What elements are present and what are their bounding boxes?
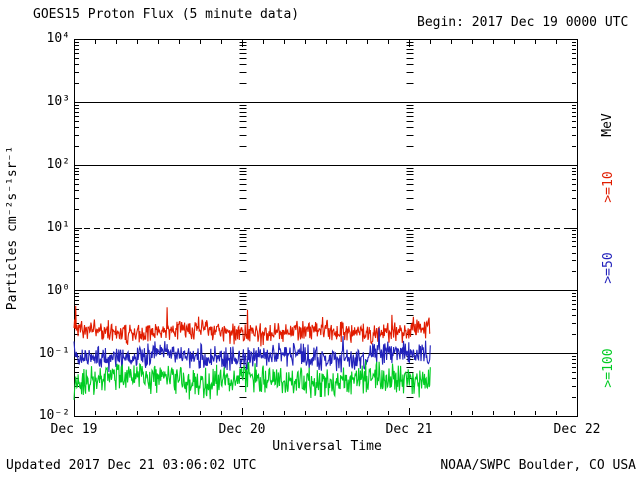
legend-ge100-mev: >=100 <box>601 348 616 388</box>
unit-label-mev: MeV <box>600 113 615 137</box>
y-axis-label: Particles cm⁻²s⁻¹sr⁻¹ <box>5 145 20 311</box>
y-tick-1e4: 10⁴ <box>46 31 70 46</box>
y-tick-1e-1: 10⁻¹ <box>38 346 70 361</box>
x-tick-dec22: Dec 22 <box>553 422 601 437</box>
y-tick-1e3: 10³ <box>46 94 70 109</box>
flux-trace-50 <box>73 328 431 373</box>
flux-trace-10 <box>73 305 431 347</box>
legend-ge10-mev: >=10 <box>601 171 616 203</box>
x-tick-dec19: Dec 19 <box>50 422 98 437</box>
y-tick-1e0: 10⁰ <box>46 283 70 298</box>
begin-timestamp-label: Begin: 2017 Dec 19 0000 UTC <box>417 15 629 30</box>
source-attribution-label: NOAA/SWPC Boulder, CO USA <box>440 458 636 473</box>
x-axis-label: Universal Time <box>272 439 382 454</box>
updated-timestamp-label: Updated 2017 Dec 21 03:06:02 UTC <box>6 458 257 473</box>
x-tick-dec21: Dec 21 <box>385 422 433 437</box>
flux-trace-100 <box>73 360 431 400</box>
y-tick-1e2: 10² <box>46 157 70 172</box>
y-tick-1e-2: 10⁻² <box>38 408 70 423</box>
legend-ge50-mev: >=50 <box>601 252 616 284</box>
y-tick-1e1: 10¹ <box>46 220 70 235</box>
x-tick-dec20: Dec 20 <box>218 422 266 437</box>
chart-title: GOES15 Proton Flux (5 minute data) <box>33 7 300 22</box>
